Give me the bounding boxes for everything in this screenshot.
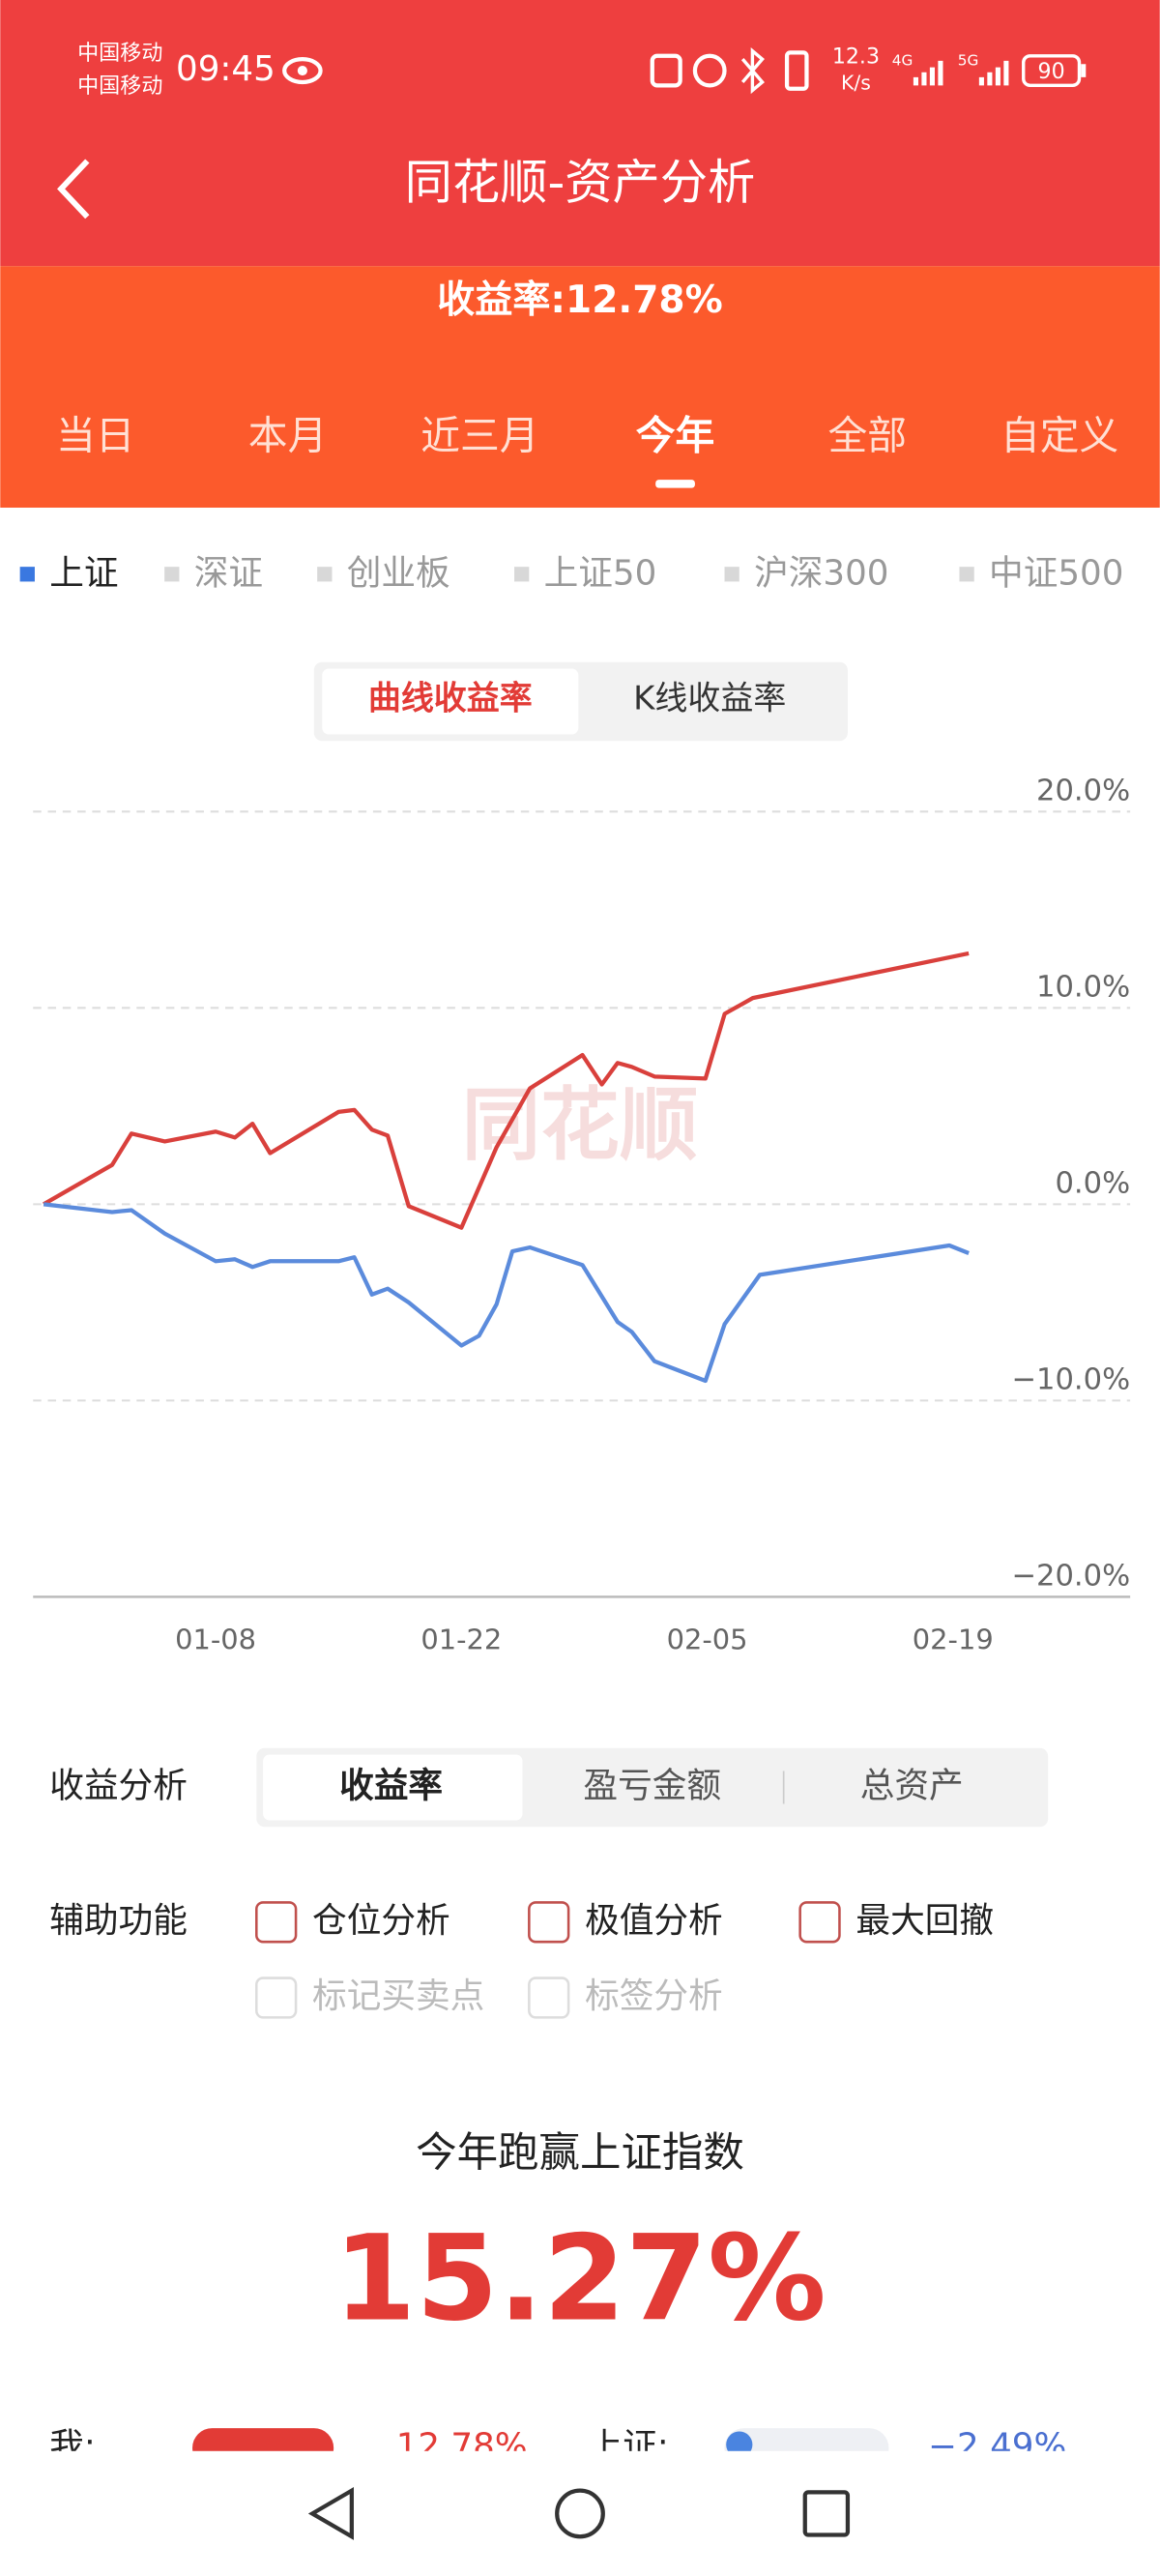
index-option[interactable]: 中证500 [989,554,1123,594]
alarm-icon [692,53,727,88]
index-marker [164,567,180,582]
nav-back[interactable] [307,2486,354,2540]
header-bg [0,0,1160,267]
index-marker [724,567,740,582]
index-marker [959,567,974,582]
result-title: 今年跑赢上证指数 [416,2130,744,2178]
carrier: 中国移动 [77,74,162,99]
checkbox[interactable] [528,1901,570,1944]
battery-level: 90 [1038,60,1065,84]
checkbox-label-disabled: 标记买卖点 [312,1976,484,2016]
tab-bg [0,266,1160,508]
eye-icon [282,57,323,85]
vibrate-icon [784,50,809,91]
back-button[interactable] [57,159,90,220]
tab[interactable]: 当日 [56,413,135,459]
comparison-bar [724,2428,889,2451]
index-option[interactable]: 沪深300 [754,554,888,594]
tab[interactable]: 全部 [828,413,908,459]
segment-option[interactable]: 收益率 [339,1766,443,1805]
comparison-label: 我: [49,2426,96,2466]
net-speed-unit: K/s [841,72,871,95]
index-option[interactable]: 上证 [49,554,118,594]
index-option[interactable]: 上证50 [544,554,657,594]
page-title: 同花顺-资产分析 [405,154,756,210]
tab[interactable]: 自定义 [1000,413,1118,459]
index-marker [19,567,35,582]
checkbox[interactable] [798,1901,841,1944]
y-tick-label: −20.0% [1011,1560,1130,1594]
x-tick-label: 02-05 [667,1623,748,1655]
return-rate: 收益率:12.78% [437,278,723,322]
y-tick-label: 10.0% [1036,970,1130,1004]
checkbox[interactable] [255,1901,298,1944]
net-speed: 12.3 [832,44,880,69]
checkbox-label: 最大回撤 [856,1901,994,1941]
toggle-option[interactable]: K线收益率 [633,679,786,717]
x-tick-label: 01-08 [175,1623,256,1655]
segment-active [263,1754,523,1821]
checkbox-label: 仓位分析 [312,1901,450,1941]
nav-home[interactable] [555,2488,605,2539]
index-option[interactable]: 深证 [194,554,263,594]
y-tick-label: −10.0% [1011,1362,1130,1396]
y-tick-label: 20.0% [1036,774,1130,807]
tab[interactable]: 近三月 [420,413,538,459]
nfc-icon [650,53,682,88]
comparison-dot [726,2431,753,2451]
comparison-value: −2.49% [928,2426,1066,2466]
watermark: 同花顺 [462,1079,699,1171]
toggle-active [322,668,579,735]
x-tick-label: 01-22 [420,1623,502,1655]
checkbox-disabled [255,1976,298,2019]
checkbox-disabled [528,1976,570,2019]
toggle-option[interactable]: 曲线收益率 [368,679,533,717]
comparison: 我: 12.78% 上证: −2.49% [49,2426,1066,2466]
tab[interactable]: 本月 [248,413,328,459]
clock: 09:45 [176,49,276,89]
checkbox-label-disabled: 标签分析 [585,1976,723,2016]
signal-icon [978,60,1009,86]
eye-icon [297,65,307,76]
tab[interactable]: 今年 [636,413,715,459]
series-line [43,1202,970,1384]
comparison-value: 12.78% [396,2426,528,2466]
carrier: 中国移动 [77,42,162,66]
index-option[interactable]: 创业板 [347,554,450,594]
y-tick-label: 0.0% [1055,1166,1130,1200]
tab-indicator [655,480,695,488]
section-label: 收益分析 [49,1766,188,1805]
index-marker [317,567,333,582]
battery [1022,54,1082,88]
battery [1081,64,1087,77]
signal-icon [913,60,943,86]
bluetooth-icon [740,47,765,95]
section-label: 辅助功能 [49,1901,188,1941]
series-line [43,951,970,1230]
segment-option[interactable]: 盈亏金额 [583,1766,721,1805]
segment-option[interactable]: 总资产 [860,1766,964,1805]
comparison-label: 上证: [588,2426,668,2466]
result-value: 15.27% [334,2210,826,2348]
network-type: 4G [892,51,914,69]
comparison-bar [192,2428,334,2451]
nav-recent[interactable] [802,2490,851,2537]
nav-bar [0,2450,1160,2576]
x-tick-label: 02-19 [913,1623,994,1655]
index-marker [514,567,530,582]
network-type: 5G [958,51,979,69]
checkbox-label: 极值分析 [585,1901,723,1941]
